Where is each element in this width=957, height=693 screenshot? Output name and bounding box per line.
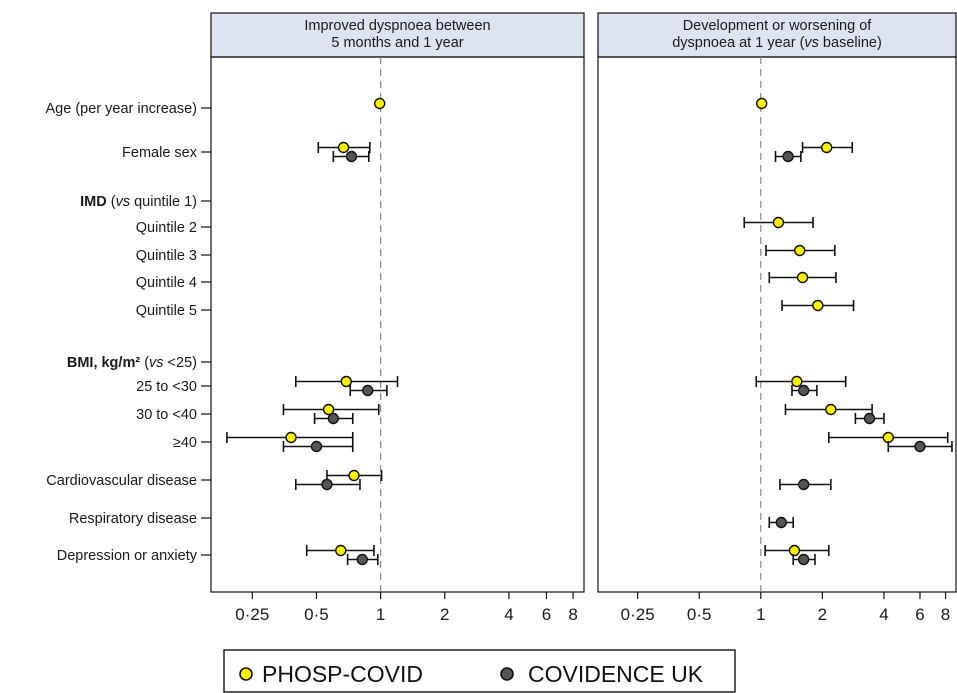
- point-covidence-uk-bmi3: [310, 440, 323, 453]
- legend-box: [223, 649, 736, 693]
- point-phosp-covid-female: [337, 141, 350, 154]
- row-label-female: Female sex: [122, 145, 198, 161]
- point-phosp-covid-bmi2: [322, 403, 335, 416]
- row-label-bmi_header: BMI, kg/m² (vs <25): [67, 355, 197, 371]
- row-label-bmi1: 25 to <30: [136, 379, 197, 395]
- point-covidence-uk-female: [782, 150, 794, 163]
- panel-title-text: baseline): [819, 35, 882, 51]
- x-tick-label: 8: [941, 605, 950, 624]
- point-phosp-covid-bmi3: [285, 431, 297, 444]
- legend-marker: [500, 667, 514, 681]
- x-tick-label: 2: [818, 605, 827, 624]
- point-covidence-uk-bmi3: [914, 440, 926, 453]
- row-label-bold: BMI, kg/m²: [67, 355, 140, 371]
- panel-frame: [597, 56, 957, 593]
- row-label-bmi2: 30 to <40: [136, 407, 197, 423]
- row-label-q4: Quintile 4: [136, 275, 197, 291]
- x-tick-label: 0·25: [621, 605, 655, 624]
- point-phosp-covid-q4: [796, 271, 809, 284]
- point-phosp-covid-age: [755, 97, 768, 110]
- point-covidence-uk-cvd: [321, 478, 333, 491]
- x-tick-label: 0·5: [687, 605, 712, 624]
- x-tick-label: 1: [376, 605, 385, 624]
- point-phosp-covid-bmi2: [825, 403, 837, 416]
- point-phosp-covid-q5: [812, 299, 824, 312]
- row-label-text: <25): [164, 355, 197, 371]
- row-label-dep: Depression or anxiety: [57, 548, 198, 564]
- x-tick-label: 1: [756, 605, 765, 624]
- legend-marker: [239, 667, 253, 681]
- panel-title-text: dyspnoea at 1 year (: [672, 35, 804, 51]
- point-covidence-uk-cvd: [797, 478, 810, 491]
- row-label-q5: Quintile 5: [136, 303, 197, 319]
- row-label-italic: vs: [149, 355, 164, 371]
- point-covidence-uk-dep: [356, 553, 368, 566]
- point-phosp-covid-bmi1: [791, 375, 803, 388]
- panel-strip: [210, 12, 585, 58]
- row-label-cvd: Cardiovascular disease: [46, 473, 197, 489]
- row-label-resp: Respiratory disease: [69, 511, 197, 527]
- point-covidence-uk-resp: [775, 516, 788, 529]
- x-tick-label: 0·25: [235, 605, 269, 624]
- x-tick-label: 4: [879, 605, 888, 624]
- panel-title-line2: 5 months and 1 year: [331, 35, 463, 51]
- row-label-bold: IMD: [80, 194, 107, 210]
- x-tick-label: 6: [542, 605, 551, 624]
- point-covidence-uk-female: [345, 150, 358, 163]
- row-label-bmi3: ≥40: [173, 435, 197, 451]
- panel-title-italic: vs: [804, 35, 819, 51]
- x-tick-label: 4: [504, 605, 513, 624]
- point-phosp-covid-female: [821, 141, 833, 154]
- panel-title-line1: Development or worsening of: [683, 18, 873, 34]
- point-covidence-uk-bmi2: [863, 412, 876, 425]
- point-covidence-uk-bmi1: [797, 384, 810, 397]
- legend: PHOSP-COVID COVIDENCE UK: [223, 649, 736, 693]
- row-label-age: Age (per year increase): [45, 101, 197, 117]
- x-tick-label: 0·5: [304, 605, 329, 624]
- panel-title-line2: dyspnoea at 1 year (vs baseline): [672, 35, 882, 51]
- point-phosp-covid-q3: [794, 244, 806, 257]
- point-phosp-covid-age: [373, 97, 386, 110]
- row-label-italic: vs: [116, 194, 131, 210]
- point-phosp-covid-q2: [772, 216, 785, 229]
- row-label-text: (: [107, 194, 116, 210]
- point-covidence-uk-bmi2: [327, 412, 340, 425]
- legend-label: COVIDENCE UK: [528, 661, 704, 687]
- legend-label: PHOSP-COVID: [262, 661, 423, 687]
- panel-title-line1: Improved dyspnoea between: [304, 18, 490, 34]
- point-phosp-covid-dep: [788, 544, 801, 557]
- point-phosp-covid-dep: [335, 544, 347, 557]
- row-label-text: quintile 1): [130, 194, 197, 210]
- point-covidence-uk-dep: [797, 553, 810, 566]
- row-label-q2: Quintile 2: [136, 220, 197, 236]
- point-phosp-covid-bmi1: [340, 375, 352, 388]
- x-tick-label: 2: [440, 605, 449, 624]
- x-tick-label: 6: [915, 605, 924, 624]
- row-label-text: (: [140, 355, 149, 371]
- point-covidence-uk-bmi1: [362, 384, 374, 397]
- row-label-imd_header: IMD (vs quintile 1): [80, 194, 197, 210]
- x-tick-label: 8: [568, 605, 577, 624]
- row-label-q3: Quintile 3: [136, 248, 197, 264]
- point-phosp-covid-cvd: [348, 469, 360, 482]
- panel-frame: [210, 56, 585, 593]
